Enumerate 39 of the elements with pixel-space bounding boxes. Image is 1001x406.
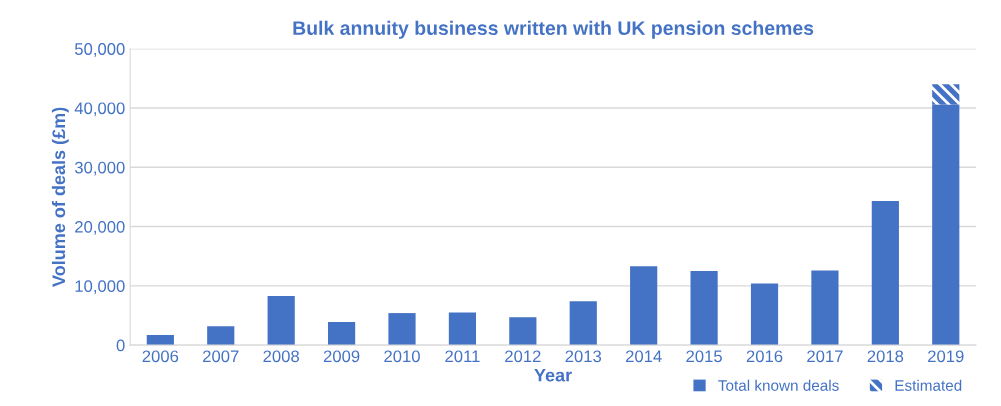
- bar: [871, 201, 899, 346]
- y-tick-label: 30,000: [74, 161, 125, 176]
- bar: [750, 283, 779, 346]
- bar: [448, 312, 477, 346]
- legend-label: Total known deals: [718, 379, 839, 391]
- x-tick-label: 2007: [203, 350, 239, 363]
- bar: [811, 270, 839, 346]
- bar: [267, 295, 295, 346]
- x-tick-label: 2012: [505, 350, 541, 363]
- y-tick-label: 50,000: [74, 43, 125, 57]
- legend-label: Estimated: [895, 379, 962, 391]
- x-tick-label: 2013: [565, 350, 602, 363]
- x-tick-label: 2018: [867, 350, 904, 363]
- bar: [569, 301, 597, 346]
- x-tick-label: 2011: [445, 350, 480, 363]
- bar: [690, 271, 718, 346]
- bar: [509, 317, 537, 346]
- x-tick-label: 2010: [384, 350, 420, 363]
- y-tick-label: 10,000: [75, 280, 125, 294]
- bar: [207, 326, 235, 346]
- x-axis-title: Year: [534, 368, 572, 382]
- bar: [388, 313, 416, 346]
- bar: [932, 104, 960, 346]
- chart-title: Bulk annuity business written with UK pension schemes: [293, 20, 814, 39]
- x-tick-label: 2016: [746, 350, 783, 363]
- y-axis-title: Volume of deals (£m): [51, 107, 69, 287]
- y-tick-label: 20,000: [75, 220, 125, 235]
- x-tick-label: 2015: [686, 350, 722, 363]
- x-tick-label: 2014: [625, 350, 662, 363]
- y-tick-label: 0: [116, 339, 125, 352]
- x-tick-label: 2009: [323, 350, 360, 363]
- bar: [630, 266, 658, 346]
- bar: [932, 84, 960, 105]
- x-tick-label: 2008: [263, 350, 299, 363]
- bar: [328, 321, 356, 346]
- x-tick-label: 2017: [807, 350, 843, 363]
- y-tick-label: 40,000: [74, 102, 125, 117]
- x-tick-label: 2006: [142, 350, 179, 363]
- x-tick-label: 2019: [928, 350, 964, 363]
